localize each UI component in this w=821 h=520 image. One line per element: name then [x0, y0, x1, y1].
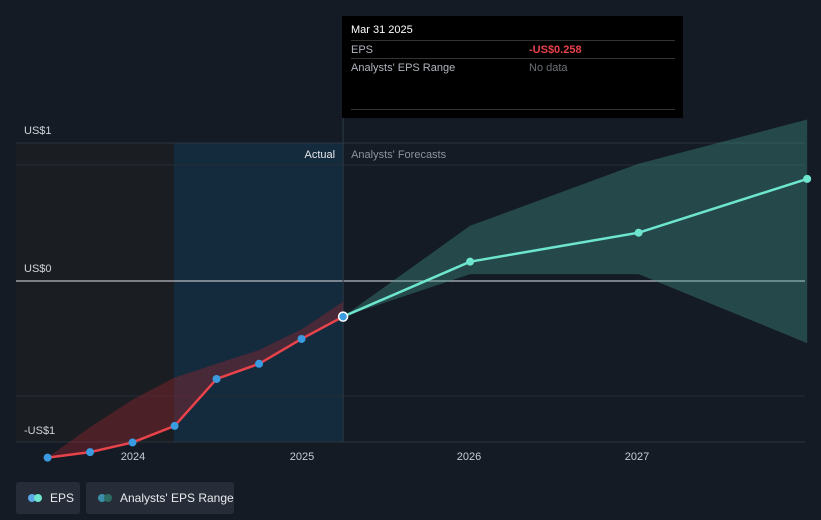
eps-point — [170, 421, 179, 430]
x-tick-label: 2027 — [625, 451, 649, 463]
tooltip-range-row: Analysts' EPS Range No data — [351, 58, 675, 76]
forecast-eps-range — [343, 119, 808, 344]
tooltip-eps-label: EPS — [351, 43, 374, 56]
eps-forecast-point — [803, 174, 812, 183]
x-tick-label: 2025 — [290, 451, 314, 463]
tooltip-range-label: Analysts' EPS Range — [351, 61, 456, 74]
x-tick-label: 2026 — [457, 451, 481, 463]
past-region — [16, 143, 174, 442]
eps-point — [43, 453, 52, 462]
legend-range-button[interactable]: Analysts' EPS Range — [86, 482, 234, 514]
tooltip-eps-value: -US$0.258 — [529, 43, 582, 56]
legend-eps-button[interactable]: EPS — [16, 482, 80, 514]
eps-forecast-point — [634, 228, 643, 237]
range-legend-icon — [98, 494, 112, 502]
tooltip-divider — [351, 109, 675, 110]
tooltip-eps-row: EPS -US$0.258 — [351, 40, 675, 58]
eps-point — [128, 438, 137, 447]
tooltip: Mar 31 2025 EPS -US$0.258 Analysts' EPS … — [342, 16, 683, 118]
y-label-zero: US$0 — [24, 263, 52, 275]
legend-eps-label: EPS — [50, 491, 75, 505]
eps-line — [47, 315, 344, 459]
eps-point — [337, 311, 349, 322]
actual-label: Actual — [305, 149, 336, 161]
legend-range-label: Analysts' EPS Range — [120, 491, 234, 505]
tooltip-range-value: No data — [529, 61, 568, 74]
actual-eps-range — [47, 301, 344, 458]
eps-legend-icon — [28, 494, 42, 502]
eps-point — [297, 334, 306, 343]
eps-point — [255, 359, 264, 368]
x-tick-label: 2024 — [121, 451, 145, 463]
highlight-region — [174, 143, 344, 442]
eps-forecast-point — [466, 257, 475, 266]
eps-forecast-line — [342, 177, 808, 318]
y-label-top: US$1 — [24, 125, 52, 137]
forecast-label: Analysts' Forecasts — [351, 149, 447, 161]
eps-point — [212, 374, 221, 383]
eps-point — [86, 448, 95, 457]
tooltip-date: Mar 31 2025 — [351, 24, 413, 36]
y-label-bottom: -US$1 — [24, 425, 55, 437]
